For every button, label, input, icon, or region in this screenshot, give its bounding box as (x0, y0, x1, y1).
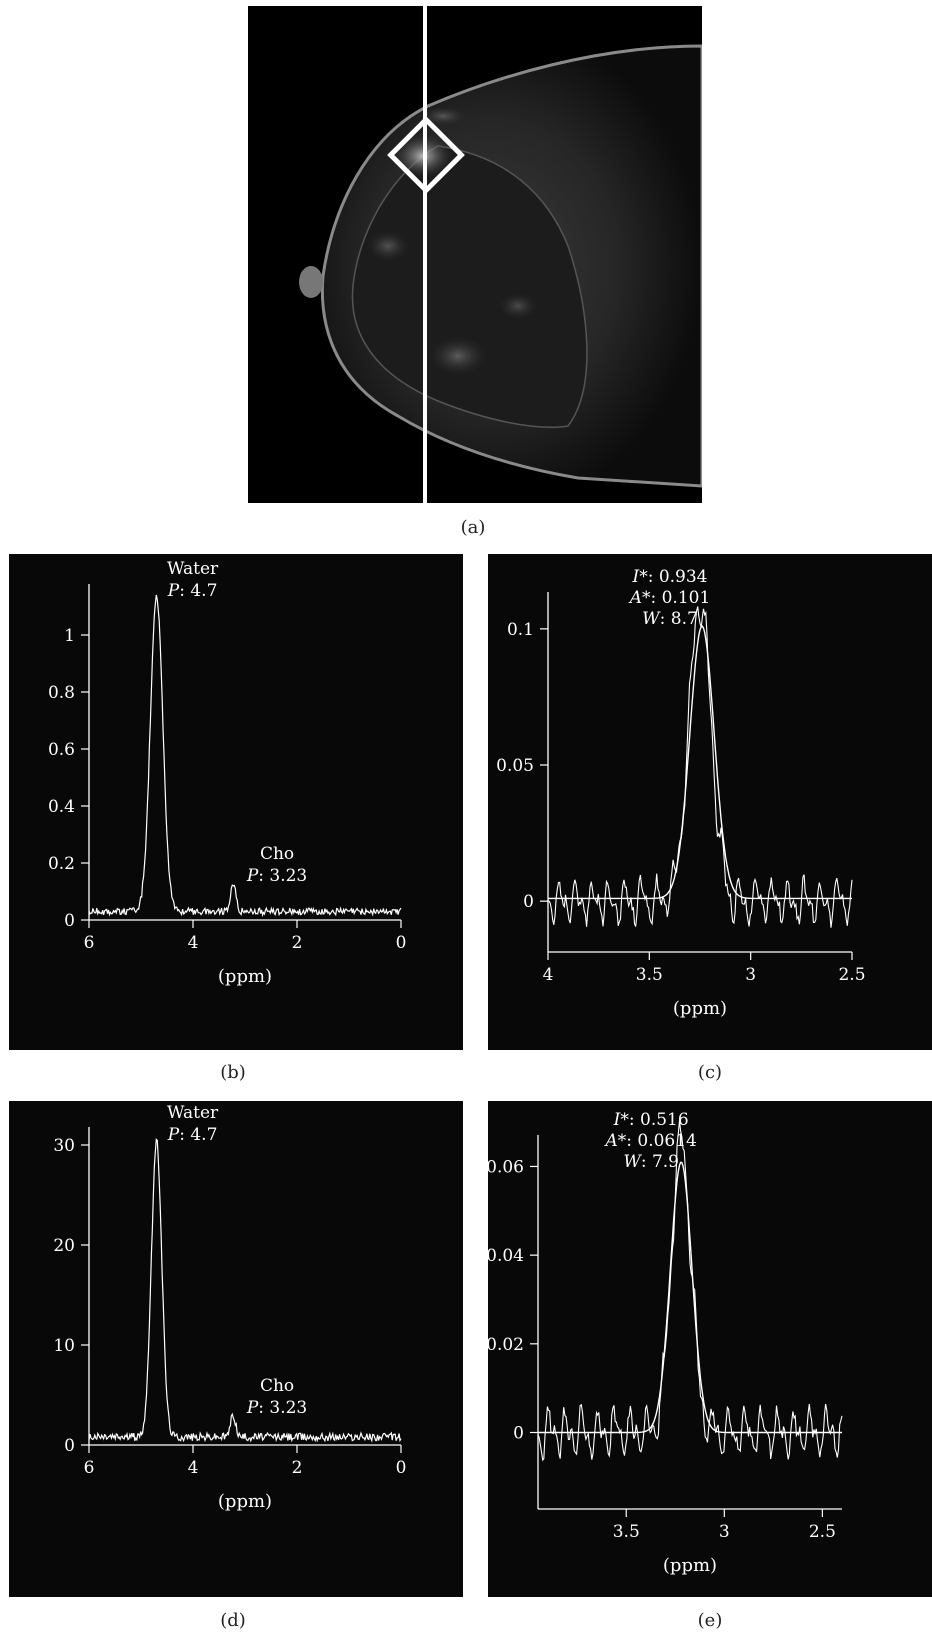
y-tick-label: 0.06 (488, 1157, 524, 1177)
y-tick-label: 0.8 (48, 683, 75, 703)
peak-position-label: P: 3.23 (246, 866, 307, 886)
y-tick-label: 0.05 (496, 756, 534, 776)
measured-curve (547, 606, 853, 928)
x-tick-label: 4 (543, 965, 554, 985)
x-axis-label: (ppm) (218, 966, 272, 987)
y-tick-label: 0.4 (48, 797, 75, 817)
chart-panel-b: 0 0.2 0.4 0.6 0.8 1 6 4 2 0 (ppm) Water P: 4.7 Cho P: … (9, 554, 463, 1050)
fit-annotation: A*: 0.0614 (603, 1131, 696, 1151)
x-tick-label: 3.5 (613, 1522, 640, 1542)
fitted-curve (538, 1161, 842, 1434)
y-tick-label: 0.02 (488, 1335, 524, 1355)
peak-position-label: P: 4.7 (167, 581, 218, 601)
x-axis-label: (ppm) (673, 998, 727, 1019)
fit-annotation: I*: 0.516 (613, 1110, 689, 1130)
x-tick-label: 4 (188, 933, 199, 953)
y-tick-label: 0 (513, 1423, 524, 1443)
fitted-curve (548, 625, 852, 900)
peak-position-label: P: 3.23 (246, 1398, 307, 1418)
mri-image (248, 6, 702, 503)
spectrum-line (88, 1137, 402, 1443)
x-tick-label: 2.5 (809, 1522, 836, 1542)
x-tick-label: 0 (396, 933, 407, 953)
x-axis-label: (ppm) (218, 1491, 272, 1512)
peak-name-label: Cho (260, 1376, 294, 1396)
y-tick-label: 0 (64, 1436, 75, 1456)
caption-b: (b) (220, 1062, 246, 1083)
x-tick-label: 2.5 (838, 965, 865, 985)
y-tick-label: 10 (53, 1336, 75, 1356)
x-tick-label: 6 (84, 933, 95, 953)
caption-e: (e) (697, 1610, 723, 1631)
y-tick-label: 30 (53, 1136, 75, 1156)
x-tick-label: 3 (719, 1522, 730, 1542)
fit-annotation: I*: 0.934 (631, 567, 707, 587)
voxel-marker (387, 116, 465, 194)
fit-annotation: W: 7.9 (623, 1152, 679, 1172)
y-tick-label: 0.6 (48, 740, 75, 760)
y-tick-label: 20 (53, 1236, 75, 1256)
x-tick-label: 0 (396, 1458, 407, 1478)
y-tick-label: 0 (64, 911, 75, 931)
x-axis-label: (ppm) (663, 1555, 717, 1576)
x-tick-label: 6 (84, 1458, 95, 1478)
x-tick-label: 3 (745, 965, 756, 985)
x-tick-label: 3.5 (636, 965, 663, 985)
fit-annotation: A*: 0.101 (628, 588, 711, 608)
measured-curve (537, 1120, 843, 1462)
x-tick-label: 2 (292, 1458, 303, 1478)
caption-c: (c) (697, 1062, 723, 1083)
y-tick-label: 0.1 (507, 620, 534, 640)
y-tick-label: 0.2 (48, 854, 75, 874)
chart-panel-c: 0 0.05 0.1 4 3.5 3 2.5 (ppm) I*: 0.934 A*: 0.101 W… (488, 554, 932, 1050)
x-tick-label: 4 (188, 1458, 199, 1478)
peak-name-label: Water (167, 559, 219, 579)
peak-position-label: P: 4.7 (167, 1125, 218, 1145)
spectrum-line (88, 594, 402, 918)
y-tick-label: 1 (64, 626, 75, 646)
caption-a: (a) (460, 517, 486, 538)
chart-panel-d: 0 10 20 30 6 4 2 0 (ppm) Water P: 4.7 Cho P: 3.23 (9, 1101, 463, 1597)
y-tick-label: 0 (523, 892, 534, 912)
x-tick-label: 2 (292, 933, 303, 953)
chart-panel-e: 0 0.02 0.04 0.06 3.5 3 2.5 (ppm) I*: 0.516 A*: 0.… (488, 1101, 932, 1597)
caption-d: (d) (220, 1610, 246, 1631)
fit-annotation: W: 8.7 (642, 609, 698, 629)
peak-name-label: Cho (260, 844, 294, 864)
peak-name-label: Water (167, 1103, 219, 1123)
y-tick-label: 0.04 (488, 1246, 524, 1266)
